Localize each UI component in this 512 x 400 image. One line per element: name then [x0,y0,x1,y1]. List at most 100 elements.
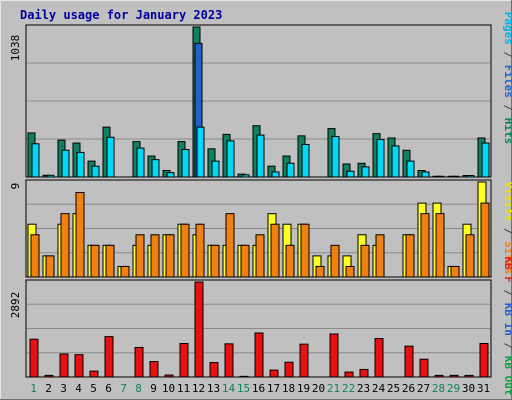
sites-bar [75,192,85,278]
kb-bar [164,374,174,378]
kb-bar [449,374,459,378]
pages-bar [391,145,400,178]
x-tick-label: 15 [237,382,250,395]
pages-bar [421,171,430,178]
kb-bar [29,338,39,378]
sites-bar [480,202,490,278]
x-tick-label: 22 [342,382,355,395]
sites-bar [45,255,55,278]
kb-bar [479,342,489,378]
sites-bar [450,265,460,278]
x-tick-label: 31 [477,382,490,395]
legend-entry: KB Out [502,356,512,396]
x-tick-label: 26 [402,382,415,395]
pages-bar [151,159,160,178]
legend-entry: / [502,45,512,65]
x-tick-label: 27 [417,382,430,395]
sites-bar [375,234,385,278]
sites-bar [405,234,415,278]
legend-entry: / [502,98,512,118]
sites-bar [105,244,115,278]
kb-bar [404,345,414,378]
x-tick-label: 20 [312,382,325,395]
sites-bar [195,223,205,278]
pages-bar [331,136,340,178]
sites-bar [240,244,250,278]
kb-bar [254,332,264,378]
kb-bar [179,342,189,378]
pages-bar [196,126,205,178]
pages-bar [451,175,460,178]
x-tick-label: 28 [432,382,445,395]
panels [25,24,492,378]
x-tick-label: 10 [162,382,175,395]
x-tick-label: 25 [387,382,400,395]
kb-bar [299,343,309,378]
pages-bar [346,170,355,178]
kb-bar [344,371,354,378]
kb-bar [224,343,234,378]
sites-bar [225,213,235,278]
pages-bar [166,172,175,178]
pages-bar [61,149,70,178]
legend-middle: Visits / Sites [502,182,512,275]
kb-bar [89,370,99,378]
sites-bar [135,234,145,278]
legend-entry: / [502,336,512,356]
pages-bar [286,162,295,178]
x-tick-label: 21 [327,382,340,395]
kb-bar [419,358,429,378]
kb-bar [434,374,444,378]
legend-bottom: KB F / KB In / KB Out [502,256,512,395]
legend-entry: Visits [502,182,512,222]
pages-bar [106,136,115,178]
sites-bar [120,265,130,278]
kb-bar [149,361,159,378]
kb-bar [374,338,384,378]
pages-bar [91,165,100,178]
x-tick-label: 1 [30,382,37,395]
x-tick-label: 16 [252,382,265,395]
kb-bar [269,369,279,378]
pages-bar [76,151,85,178]
kb-bar [464,374,474,378]
sites-bar [435,213,445,278]
sites-bar [300,223,310,278]
bars [27,26,490,378]
chart-title: Daily usage for January 2023 [20,8,222,22]
y-max-label-top: 1038 [9,35,22,62]
x-tick-label: 17 [267,382,280,395]
legend-entry: Sites [502,241,512,274]
kb-bar [359,368,369,378]
sites-bar [210,244,220,278]
kb-bar [74,354,84,378]
x-tick-label: 4 [75,382,82,395]
pages-bar [241,174,250,178]
pages-bar [211,160,220,178]
x-tick-label: 8 [135,382,142,395]
sites-bar [165,234,175,278]
legend-entry: Files [502,65,512,98]
pages-bar [481,142,490,178]
kb-bar [44,374,54,378]
x-tick-label: 5 [90,382,97,395]
x-tick-label: 3 [60,382,67,395]
kb-bar [329,333,339,378]
sites-bar [60,213,70,278]
pages-bar [376,138,385,178]
pages-bar [406,160,415,178]
kb-bar [104,336,114,378]
x-axis-labels: 1 2 3 4 5 6 7 8 9 10 11 12 13 14 15 16 17 18 19 20 21 22 23 24 2… [30,382,490,395]
pages-bar [136,147,145,178]
sites-bar [420,213,430,278]
pages-bar [181,149,190,178]
sites-bar [330,244,340,278]
sites-bar [150,234,160,278]
sites-bar [180,223,190,278]
pages-bar [46,174,55,178]
kb-bar [134,346,144,378]
pages-bar [361,166,370,178]
x-tick-label: 6 [105,382,112,395]
kb-bar [194,281,204,378]
